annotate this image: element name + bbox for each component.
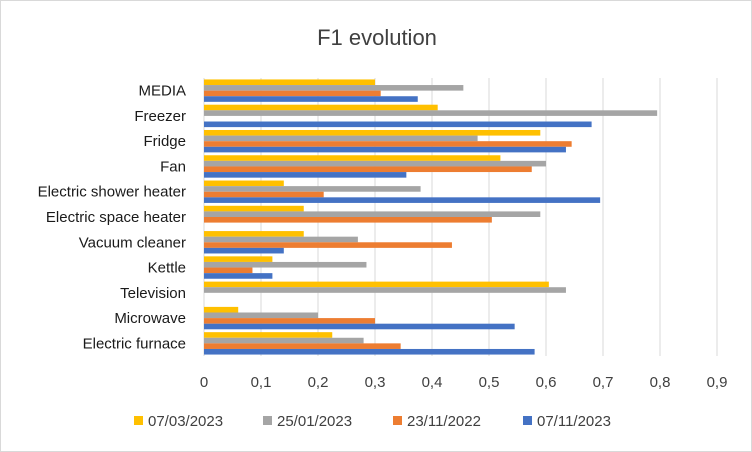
category-label: Freezer [134,108,186,125]
bar [204,287,566,293]
x-tick-label: 0,8 [650,374,671,391]
bar [204,236,358,243]
bar [204,211,541,217]
category-label: Kettle [148,260,186,277]
legend-label: 23/11/2022 [407,413,481,430]
bar [204,261,367,268]
bar [204,247,284,254]
x-tick-label: 0,2 [308,374,329,391]
legend-swatch [523,416,532,425]
category-label: Fridge [143,133,186,150]
bar [204,85,464,91]
bar [204,110,658,116]
legend-swatch [263,416,272,425]
bar [204,267,253,274]
bar [204,281,549,288]
bar [204,332,333,338]
bar [204,180,284,187]
bar [204,172,407,178]
bar [204,343,401,349]
bar [204,197,601,203]
category-label: MEDIA [138,83,186,100]
bar [204,191,324,198]
bar [204,155,501,161]
category-label: Fan [160,158,186,175]
category-label: Electric furnace [83,335,186,352]
bar [204,306,239,313]
legend-label: 25/01/2023 [277,413,352,430]
bar [204,79,375,86]
bar [204,146,566,153]
x-tick-label: 0,7 [593,374,614,391]
bar [204,312,318,319]
bar [204,166,532,173]
category-label: Television [120,285,186,302]
category-label: Electric shower heater [38,184,186,201]
bar [204,96,418,102]
bar [204,318,375,324]
bar [204,273,273,279]
x-tick-label: 0,4 [422,374,443,391]
category-label: Vacuum cleaner [79,234,186,251]
x-tick-label: 0,3 [365,374,386,391]
category-label: Electric space heater [46,209,186,226]
chart-title: F1 evolution [317,25,437,50]
bar [204,256,273,262]
bar [204,231,304,237]
x-tick-labels: 0 0,1 0,2 0,3 0,4 0,5 0,6 0,7 0,8 0,9 [200,374,728,391]
x-tick-label: 0 [200,374,208,391]
bar [204,135,478,142]
legend-label: 07/03/2023 [148,413,223,430]
bar [204,90,381,97]
bar [204,121,592,128]
x-tick-label: 0,1 [251,374,272,391]
bar [204,348,535,355]
bar [204,104,438,111]
category-labels: MEDIA Freezer Fridge Fan Electric shower hea… [38,83,186,353]
bars [204,79,658,355]
x-tick-label: 0,5 [479,374,500,391]
bar [204,242,452,248]
bar [204,129,541,136]
bar [204,337,364,344]
legend: 07/03/2023 25/01/2023 23/11/2022 07/11/2023 [134,413,611,430]
bar [204,205,304,212]
x-tick-label: 0,9 [707,374,728,391]
category-label: Microwave [114,310,186,327]
bar [204,160,546,167]
bar [204,141,572,147]
bar [204,217,492,223]
x-tick-label: 0,6 [536,374,557,391]
legend-label: 07/11/2023 [537,413,611,430]
legend-swatch [393,416,402,425]
legend-swatch [134,416,143,425]
bar [204,186,421,192]
bar [204,323,515,330]
